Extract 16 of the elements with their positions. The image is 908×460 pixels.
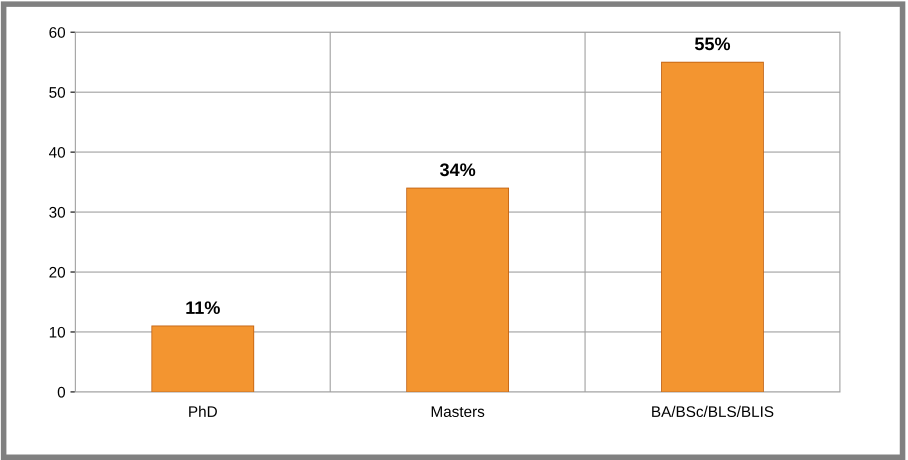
y-tick-label: 30 <box>49 206 66 218</box>
bar <box>151 326 254 392</box>
x-tick-label: PhD <box>189 406 217 417</box>
bar <box>406 188 510 392</box>
x-tick-label: Masters <box>432 406 484 418</box>
y-tick-label: 50 <box>49 87 66 98</box>
data-label: 34% <box>440 163 476 176</box>
data-label: 11% <box>186 301 220 314</box>
y-tick-label: 40 <box>49 146 66 158</box>
y-tick-label: 10 <box>50 326 66 338</box>
y-tick-label: 0 <box>58 386 66 398</box>
data-label: 55% <box>694 38 730 50</box>
y-tick-label: 20 <box>49 266 66 278</box>
x-tick-label: BA/BSc/BLS/BLIS <box>652 406 774 418</box>
bar <box>661 62 764 392</box>
y-tick-label: 60 <box>49 27 66 38</box>
